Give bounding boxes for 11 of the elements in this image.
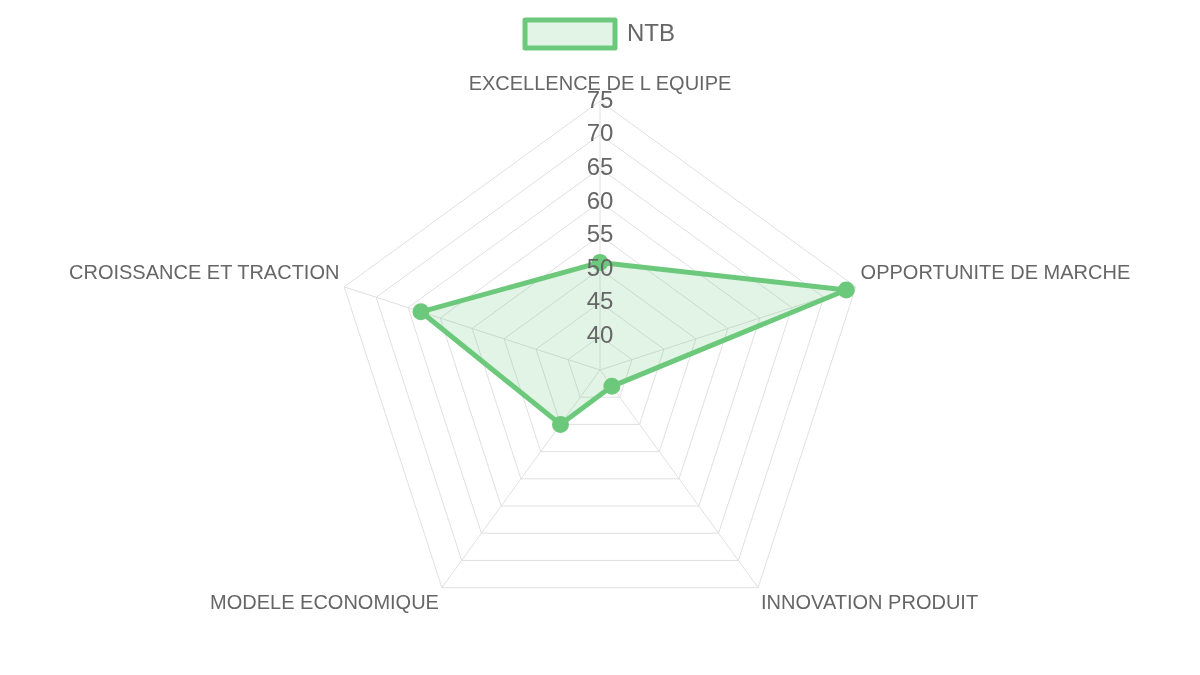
y-tick-label: 45: [586, 287, 614, 315]
y-tick-label: 55: [586, 220, 614, 248]
y-tick-label: 70: [586, 119, 614, 147]
spoke-label: INNOVATION PRODUIT: [761, 591, 979, 614]
spoke-label: MODELE ECONOMIQUE: [210, 591, 439, 614]
legend-label: NTB: [627, 18, 675, 46]
spoke-label: OPPORTUNITE DE MARCHE: [860, 260, 1131, 283]
y-tick-label: 60: [586, 186, 614, 214]
y-tick-label: 65: [586, 152, 614, 180]
y-tick-label: 40: [586, 321, 614, 348]
spoke-label: CROISSANCE ET TRACTION: [68, 260, 340, 283]
